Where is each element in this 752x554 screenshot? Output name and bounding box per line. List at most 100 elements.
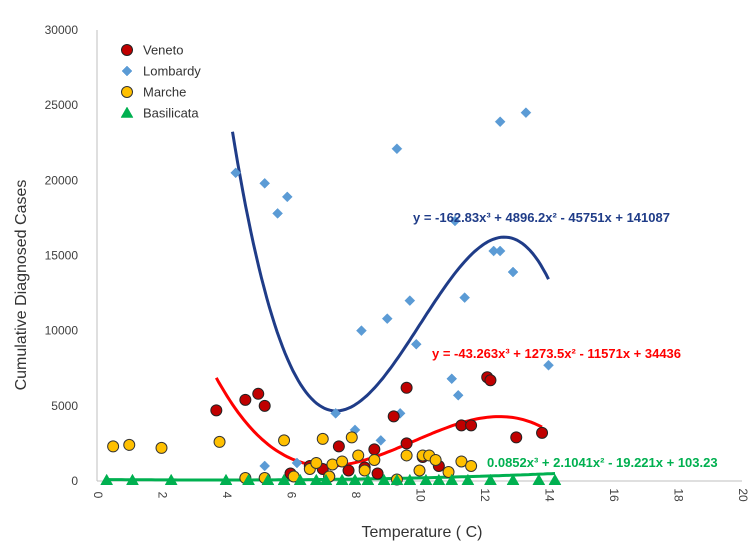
data-point-marche — [316, 432, 329, 445]
x-tick-label: 0 — [91, 492, 105, 499]
data-point-veneto — [258, 399, 271, 412]
data-point-basilicata — [309, 473, 323, 485]
data-point-marche — [465, 459, 478, 472]
data-point-lombardy — [272, 208, 283, 219]
data-point-lombardy — [281, 191, 293, 203]
x-tick-label: 16 — [607, 488, 621, 502]
x-tick-label: 10 — [413, 488, 427, 502]
data-point-veneto — [332, 440, 345, 453]
y-axis-title: Cumulative Diagnosed Cases — [13, 180, 30, 391]
data-point-veneto — [252, 387, 265, 400]
y-tick-label: 10000 — [45, 324, 79, 338]
y-tick-label: 0 — [71, 474, 78, 488]
data-point-lombardy — [520, 107, 532, 119]
data-point-basilicata — [445, 473, 459, 485]
data-point-basilicata — [461, 473, 475, 485]
data-point-basilicata — [348, 473, 362, 485]
data-point-basilicata — [277, 473, 291, 485]
data-point-lombardy — [452, 389, 464, 401]
data-point-lombardy — [494, 245, 506, 257]
legend-marker-marche — [121, 86, 133, 98]
data-point-basilicata — [319, 473, 333, 485]
data-point-lombardy — [291, 457, 303, 469]
data-point-basilicata — [532, 473, 546, 485]
x-tick-label: 14 — [542, 488, 556, 502]
data-point-lombardy — [330, 407, 342, 419]
data-point-lombardy — [404, 295, 416, 306]
data-point-marche — [155, 441, 168, 454]
data-point-marche — [310, 456, 323, 469]
data-point-veneto — [368, 443, 381, 456]
legend-marker-basilicata — [120, 106, 134, 118]
x-tick-label: 18 — [671, 488, 685, 502]
x-tick-label: 2 — [155, 492, 169, 499]
data-point-lombardy — [507, 266, 519, 278]
data-point-basilicata — [293, 473, 307, 485]
legend-label-marche: Marche — [143, 85, 186, 100]
data-point-lombardy — [375, 435, 387, 446]
data-point-basilicata — [126, 473, 139, 485]
data-point-basilicata — [390, 473, 404, 485]
data-point-basilicata — [219, 473, 233, 485]
data-point-veneto — [465, 419, 478, 432]
data-point-marche — [123, 438, 136, 451]
data-point-marche — [213, 435, 226, 448]
data-point-veneto — [210, 404, 223, 417]
data-point-basilicata — [403, 473, 417, 485]
data-point-marche — [400, 449, 413, 462]
y-tick-label: 20000 — [45, 173, 79, 187]
x-tick-label: 12 — [478, 488, 492, 502]
data-point-marche — [358, 464, 371, 477]
legend-label-veneto: Veneto — [143, 43, 184, 58]
data-point-lombardy — [446, 373, 458, 385]
y-tick-label: 15000 — [45, 249, 79, 263]
x-tick-label: 4 — [220, 492, 234, 499]
data-point-lombardy — [410, 338, 422, 350]
data-point-basilicata — [506, 473, 520, 485]
x-axis-title: Temperature ( C) — [362, 524, 483, 541]
data-point-basilicata — [164, 473, 178, 485]
data-point-basilicata — [484, 473, 497, 485]
x-tick-label: 6 — [284, 492, 298, 499]
data-point-basilicata — [419, 473, 433, 485]
data-point-basilicata — [361, 473, 375, 485]
data-point-lombardy — [381, 313, 393, 324]
data-point-veneto — [387, 410, 400, 423]
x-tick-label: 8 — [349, 492, 363, 499]
trendline-equation-veneto: y = -43.263x³ + 1273.5x² - 11571x + 3443… — [432, 346, 681, 361]
data-point-lombardy — [494, 116, 506, 128]
data-point-marche — [345, 431, 358, 444]
x-tick-labels: 0 2 4 6 8 10 12 14 16 18 20 — [91, 488, 750, 502]
data-point-marche — [107, 440, 120, 453]
data-point-basilicata — [335, 473, 349, 485]
data-point-lombardy — [259, 460, 271, 472]
data-point-marche — [455, 455, 468, 468]
data-point-veneto — [400, 381, 413, 394]
legend-label-basilicata: Basilicata — [143, 106, 199, 121]
y-tick-label: 30000 — [45, 23, 79, 37]
data-point-lombardy — [391, 143, 403, 155]
data-point-veneto — [400, 437, 413, 450]
legend-marker-lombardy — [121, 65, 133, 77]
trendline-veneto — [214, 377, 543, 468]
trendline-equations: y = -162.83x³ + 4896.2x² - 45751x + 1410… — [413, 210, 718, 470]
data-point-lombardy — [459, 292, 471, 303]
data-point-lombardy — [230, 167, 242, 179]
data-point-veneto — [484, 374, 497, 387]
data-point-lombardy — [543, 359, 554, 371]
data-point-lombardy — [259, 177, 271, 189]
data-point-basilicata — [432, 473, 446, 485]
data-point-lombardy — [449, 215, 461, 227]
data-point-marche — [336, 455, 349, 468]
data-points — [100, 107, 562, 486]
data-point-basilicata — [261, 473, 275, 485]
y-tick-labels: 0 5000 10000 15000 20000 25000 30000 — [45, 23, 79, 488]
data-point-veneto — [371, 467, 384, 480]
trendline-lombardy — [231, 131, 550, 413]
data-point-marche — [352, 449, 365, 462]
data-point-veneto — [342, 464, 355, 477]
x-tick-label: 20 — [736, 488, 750, 502]
data-point-marche — [429, 453, 442, 466]
data-point-basilicata — [100, 473, 114, 485]
